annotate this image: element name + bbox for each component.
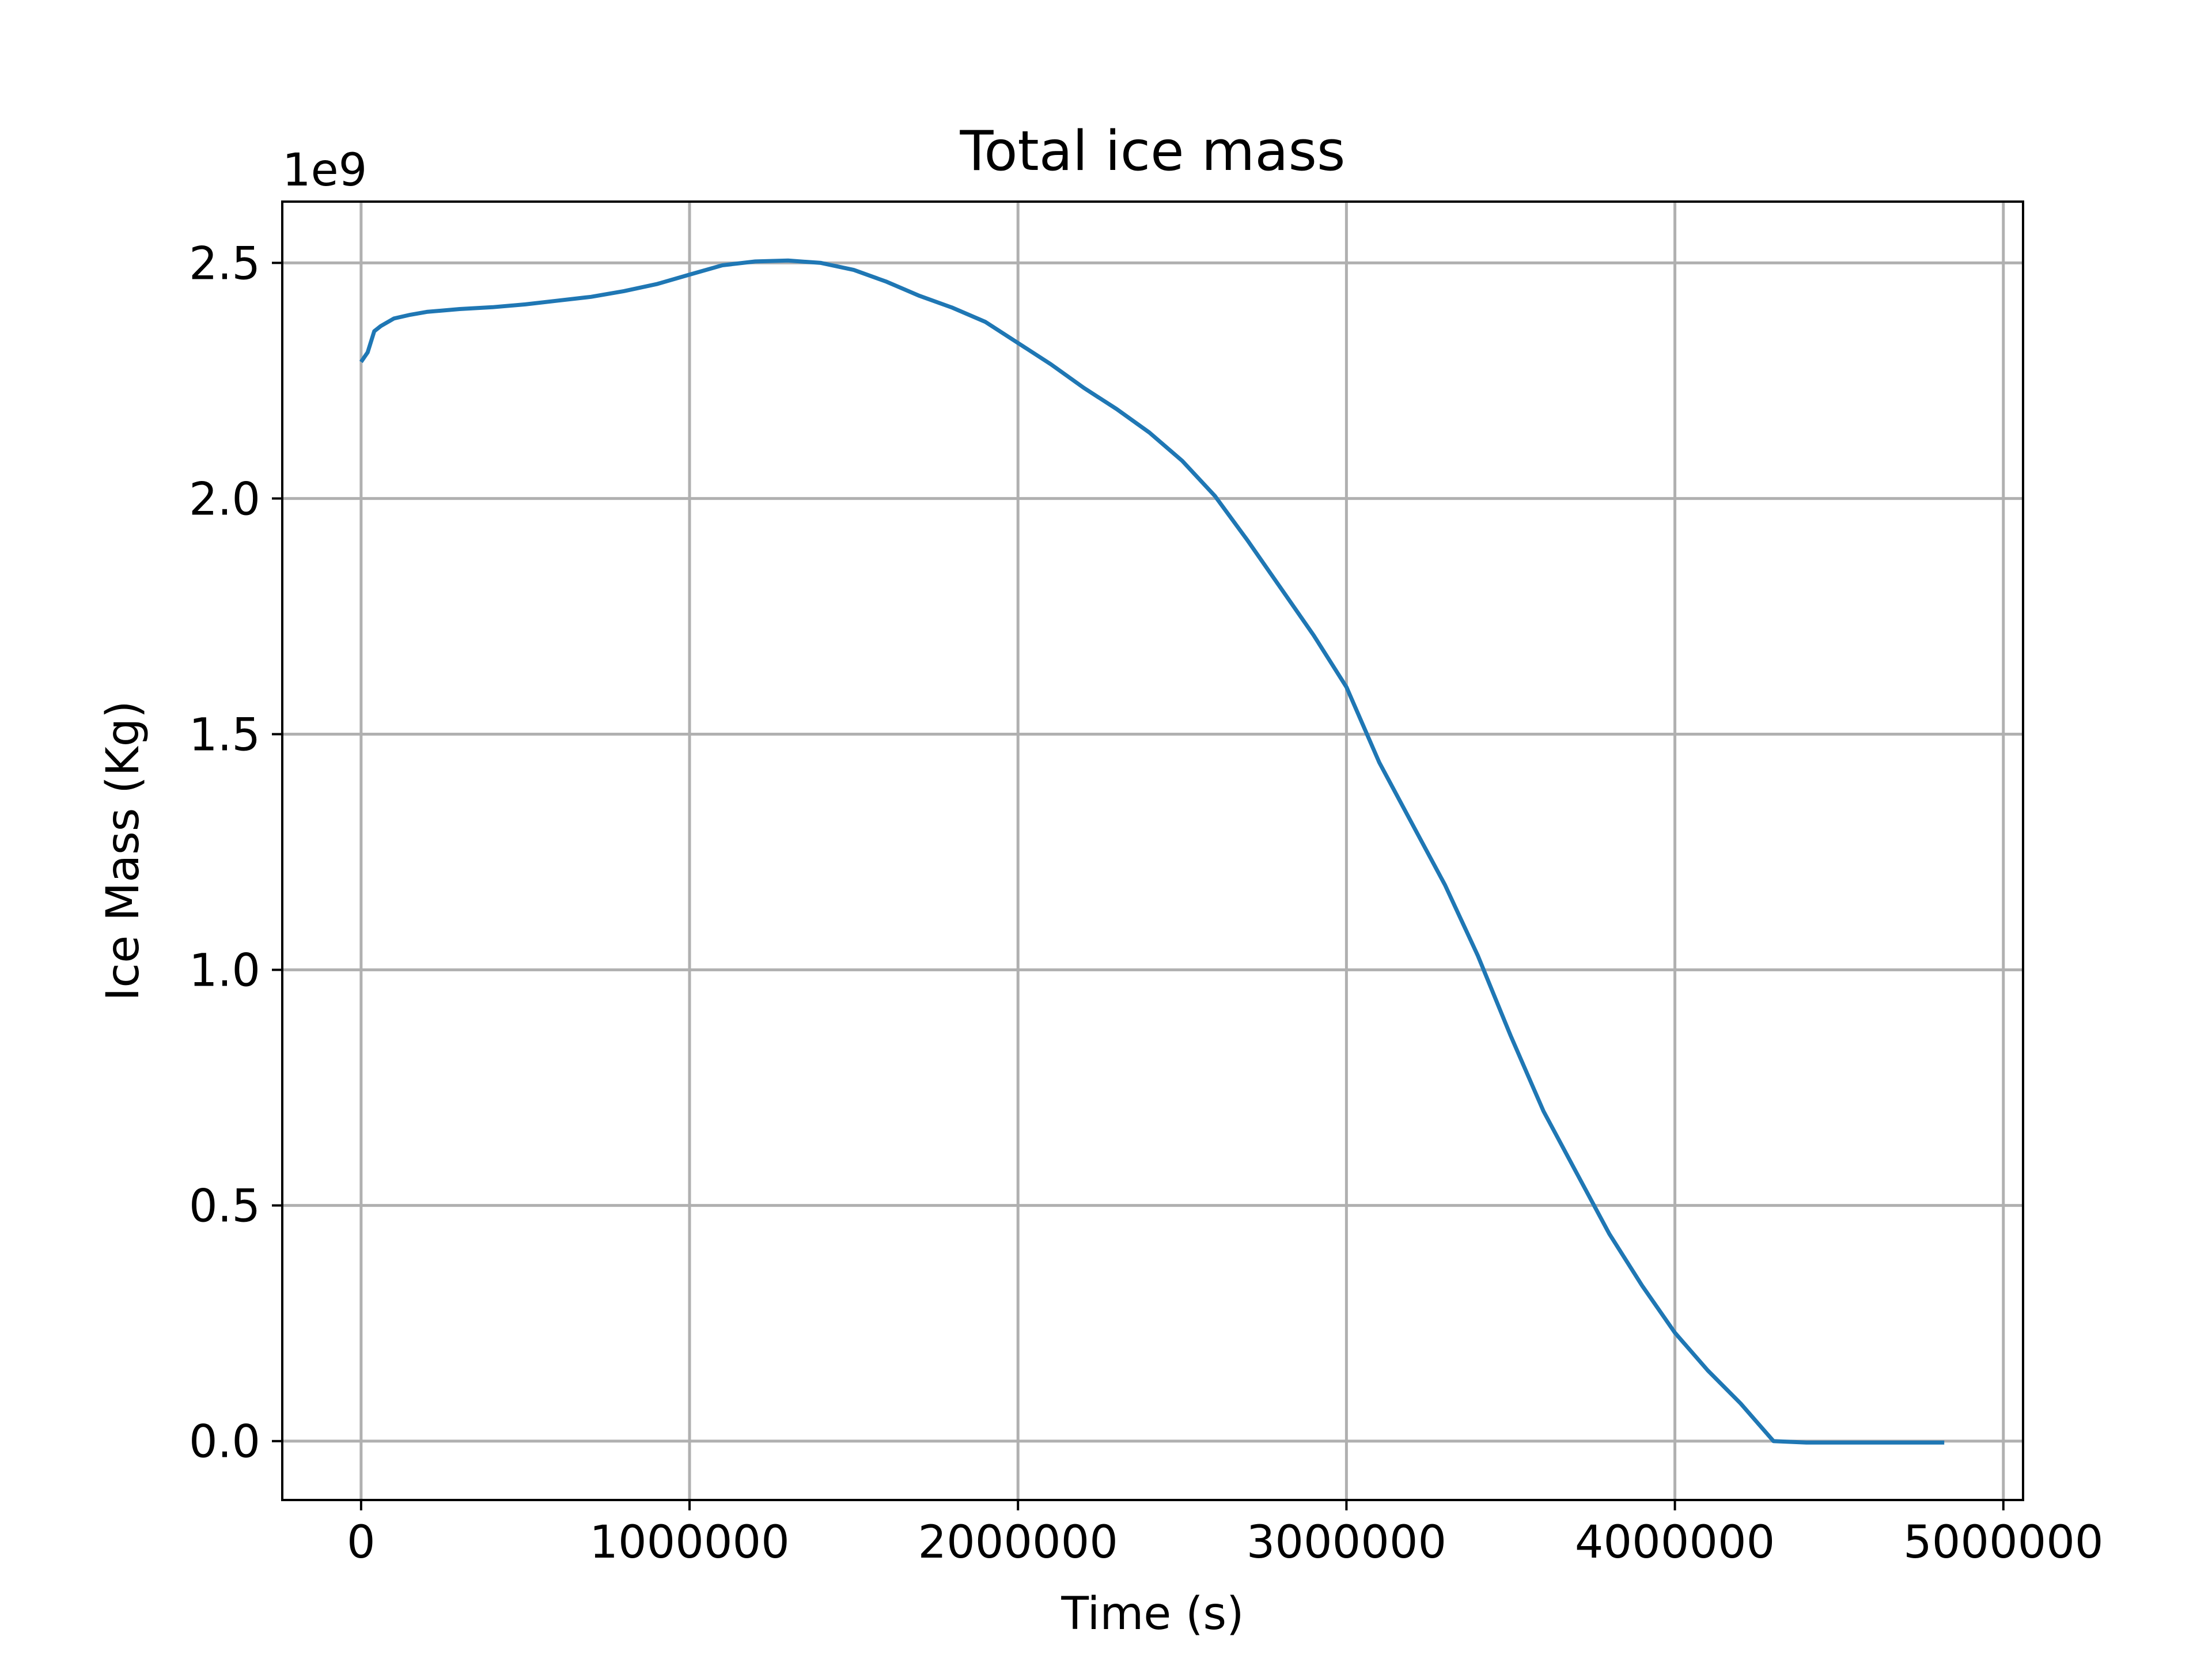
y-tick-label: 1.5 <box>189 710 260 762</box>
series-layer <box>359 258 1945 1445</box>
chart-title: Total ice mass <box>959 120 1345 183</box>
series-line-0 <box>359 258 1945 1445</box>
x-tick-label: 1000000 <box>589 1517 789 1569</box>
axes-frame <box>281 200 2024 1501</box>
ticks: 0 1000000 2000000 3000000 4000000 5000000 0.0 0… <box>189 238 2104 1569</box>
y-tick-label: 2.0 <box>189 474 260 525</box>
x-tick-label: 5000000 <box>1903 1517 2103 1569</box>
y-axis-offset-label: 1e9 <box>282 145 367 196</box>
x-tick-label: 0 <box>347 1517 376 1569</box>
x-tick-label: 4000000 <box>1575 1517 1775 1569</box>
y-tick-label: 2.5 <box>189 238 260 290</box>
y-tick-label: 0.0 <box>189 1416 260 1468</box>
x-tick-label: 3000000 <box>1247 1517 1446 1569</box>
y-axis-label: Ice Mass (Kg) <box>97 700 149 1001</box>
y-tick-label: 0.5 <box>189 1181 260 1233</box>
grid <box>282 202 2023 1500</box>
x-axis-label: Time (s) <box>1060 1588 1244 1640</box>
x-tick-label: 2000000 <box>918 1517 1118 1569</box>
y-tick-label: 1.0 <box>189 945 260 997</box>
